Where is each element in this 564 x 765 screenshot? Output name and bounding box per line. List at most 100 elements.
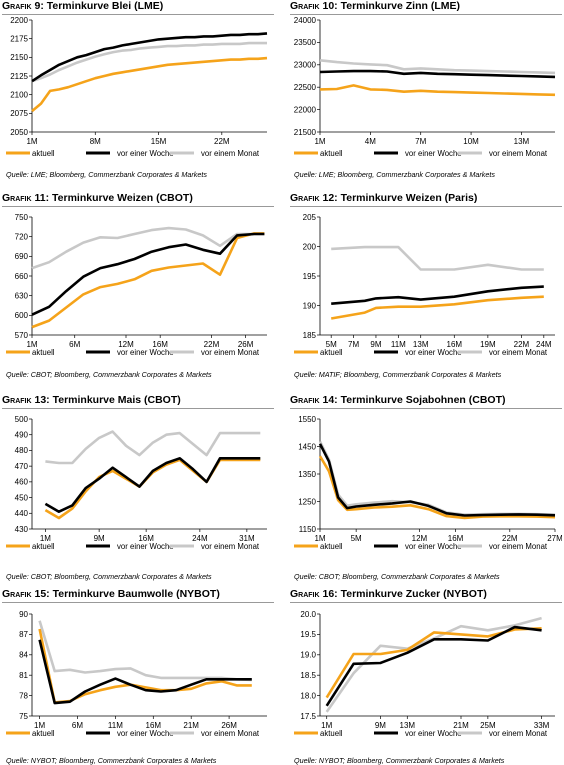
y-tick-label: 21500: [294, 128, 317, 137]
x-tick-label: 16M: [447, 340, 463, 349]
series-line-woche: [325, 625, 542, 707]
chart-source: Quelle: NYBOT; Bloomberg, Commerzbank Co…: [6, 756, 217, 765]
chart-svg: 1150 1250 1350 1450 1550 1M 5M 12M 16M 22M 27M aktu…: [294, 415, 562, 551]
y-tick-label: 630: [15, 291, 29, 300]
chart-title: Grafik 15: Terminkurve Baumwolle (NYBOT): [2, 588, 274, 603]
legend-label-aktuell: aktuell: [320, 348, 343, 357]
chart-title-text: Terminkurve Zinn (LME): [340, 0, 460, 12]
x-tick-label: 1M: [314, 534, 325, 543]
series-line-woche: [331, 285, 544, 305]
chart-svg: 75 78 81 84 87 90 1M 6M 11M 16M 21M 26M aktuell vor e…: [6, 610, 267, 738]
x-tick-label: 21M: [183, 721, 199, 730]
chart-title: Grafik 9: Terminkurve Blei (LME): [2, 0, 274, 15]
legend-label-woche: vor einer Woche: [405, 542, 462, 551]
legend-label-woche: vor einer Woche: [117, 348, 174, 357]
x-tick-label: 11M: [108, 721, 123, 730]
chart-source: Quelle: LME; Bloomberg, Commerzbank Corp…: [6, 170, 207, 179]
legend-label-aktuell: aktuell: [32, 149, 55, 158]
y-tick-label: 2200: [10, 16, 28, 25]
chart-svg: 570 600 630 660 690 720 750 1M 6M 12M 16M 22M 26M akt…: [6, 213, 267, 357]
x-tick-label: 16M: [138, 534, 154, 543]
y-tick-label: 720: [15, 232, 29, 241]
chart-title: Grafik 10: Terminkurve Zinn (LME): [290, 0, 562, 15]
chart-title-prefix: Grafik: [2, 192, 32, 204]
legend-label-monat: vor einem Monat: [489, 149, 548, 158]
legend-label-woche: vor einer Woche: [405, 149, 462, 158]
chart-title-text: Terminkurve Weizen (CBOT): [52, 192, 193, 204]
chart-svg: 21500 22000 22500 23000 23500 24000 1M 4M 7M 10M 1…: [294, 16, 556, 158]
x-tick-label: 22M: [514, 340, 530, 349]
chart-svg: 17.5 18.0 18.5 19.0 19.5 20.0 1M 9M 13M 21M 25M 33M…: [294, 610, 555, 738]
chart-title-number: 16:: [322, 588, 338, 600]
x-tick-label: 10M: [463, 137, 479, 146]
chart-title-prefix: Grafik: [290, 0, 320, 12]
legend-label-monat: vor einem Monat: [201, 348, 260, 357]
y-tick-label: 90: [19, 610, 28, 619]
y-tick-label: 22000: [294, 105, 317, 114]
y-tick-label: 205: [303, 213, 317, 222]
chart-source: Quelle: MATIF; Bloomberg, Commerzbank Co…: [294, 370, 502, 379]
x-tick-label: 22M: [204, 340, 220, 349]
x-tick-label: 8M: [90, 137, 101, 146]
y-tick-label: 81: [19, 671, 28, 680]
y-tick-label: 18.0: [300, 691, 316, 700]
y-tick-label: 20.0: [300, 610, 316, 619]
x-tick-label: 12M: [412, 534, 428, 543]
y-tick-label: 24000: [294, 16, 317, 25]
y-tick-label: 23000: [294, 61, 317, 70]
series-line-monat: [31, 41, 267, 83]
x-tick-label: 26M: [238, 340, 254, 349]
y-tick-label: 195: [303, 272, 317, 281]
chart-title: Grafik 13: Terminkurve Mais (CBOT): [2, 394, 274, 409]
x-tick-label: 13M: [413, 340, 429, 349]
x-tick-label: 4M: [365, 137, 376, 146]
y-tick-label: 185: [303, 331, 317, 340]
legend-label-woche: vor einer Woche: [117, 729, 174, 738]
chart-title-prefix: Grafik: [2, 588, 32, 600]
y-tick-label: 200: [303, 242, 317, 251]
series-line-woche: [44, 457, 261, 513]
y-tick-label: 1150: [299, 525, 317, 534]
legend-label-woche: vor einer Woche: [117, 149, 174, 158]
x-tick-label: 11M: [391, 340, 406, 349]
x-tick-label: 16M: [448, 534, 464, 543]
chart-panel-baumwolle: Grafik 15: Terminkurve Baumwolle (NYBOT)…: [2, 588, 274, 765]
x-tick-label: 9M: [375, 721, 386, 730]
x-tick-label: 7M: [348, 340, 359, 349]
y-tick-label: 19.5: [300, 630, 316, 639]
series-line-woche: [318, 443, 556, 517]
chart-title-number: 15:: [34, 588, 50, 600]
legend-label-monat: vor einem Monat: [201, 149, 260, 158]
x-tick-label: 7M: [415, 137, 426, 146]
chart-title-number: 10:: [322, 0, 338, 12]
chart-panel-weizen-cbot: Grafik 11: Terminkurve Weizen (CBOT) 570 6…: [2, 192, 274, 384]
y-tick-label: 2150: [10, 53, 28, 62]
chart-title-number: 9:: [34, 0, 44, 12]
chart-title-number: 12:: [322, 192, 338, 204]
chart-title-text: Terminkurve Weizen (Paris): [340, 192, 478, 204]
chart-svg: 2050 2075 2100 2125 2150 2175 2200 1M 8M 15M 22M ak…: [6, 16, 268, 158]
y-tick-label: 18.5: [300, 671, 316, 680]
x-tick-label: 21M: [453, 721, 469, 730]
chart-title-prefix: Grafik: [290, 394, 320, 406]
legend-label-monat: vor einem Monat: [201, 542, 260, 551]
chart-title-number: 11:: [34, 192, 50, 204]
chart-title-text: Terminkurve Sojabohnen (CBOT): [340, 394, 506, 406]
chart-title-number: 13:: [34, 394, 50, 406]
series-line-monat: [318, 440, 556, 516]
series-line-aktuell: [31, 232, 265, 329]
x-tick-label: 24M: [536, 340, 552, 349]
series-line-monat: [31, 226, 265, 270]
x-tick-label: 6M: [69, 340, 80, 349]
legend-label-woche: vor einer Woche: [405, 348, 462, 357]
x-tick-label: 15M: [151, 137, 167, 146]
chart-title-text: Terminkurve Blei (LME): [46, 0, 164, 12]
x-tick-label: 13M: [400, 721, 416, 730]
chart-title: Grafik 12: Terminkurve Weizen (Paris): [290, 192, 562, 207]
y-tick-label: 750: [15, 213, 29, 222]
y-tick-label: 22500: [294, 83, 317, 92]
y-tick-label: 23500: [294, 38, 317, 47]
series-line-woche: [38, 639, 252, 705]
x-tick-label: 1M: [34, 721, 45, 730]
legend-label-aktuell: aktuell: [320, 149, 343, 158]
